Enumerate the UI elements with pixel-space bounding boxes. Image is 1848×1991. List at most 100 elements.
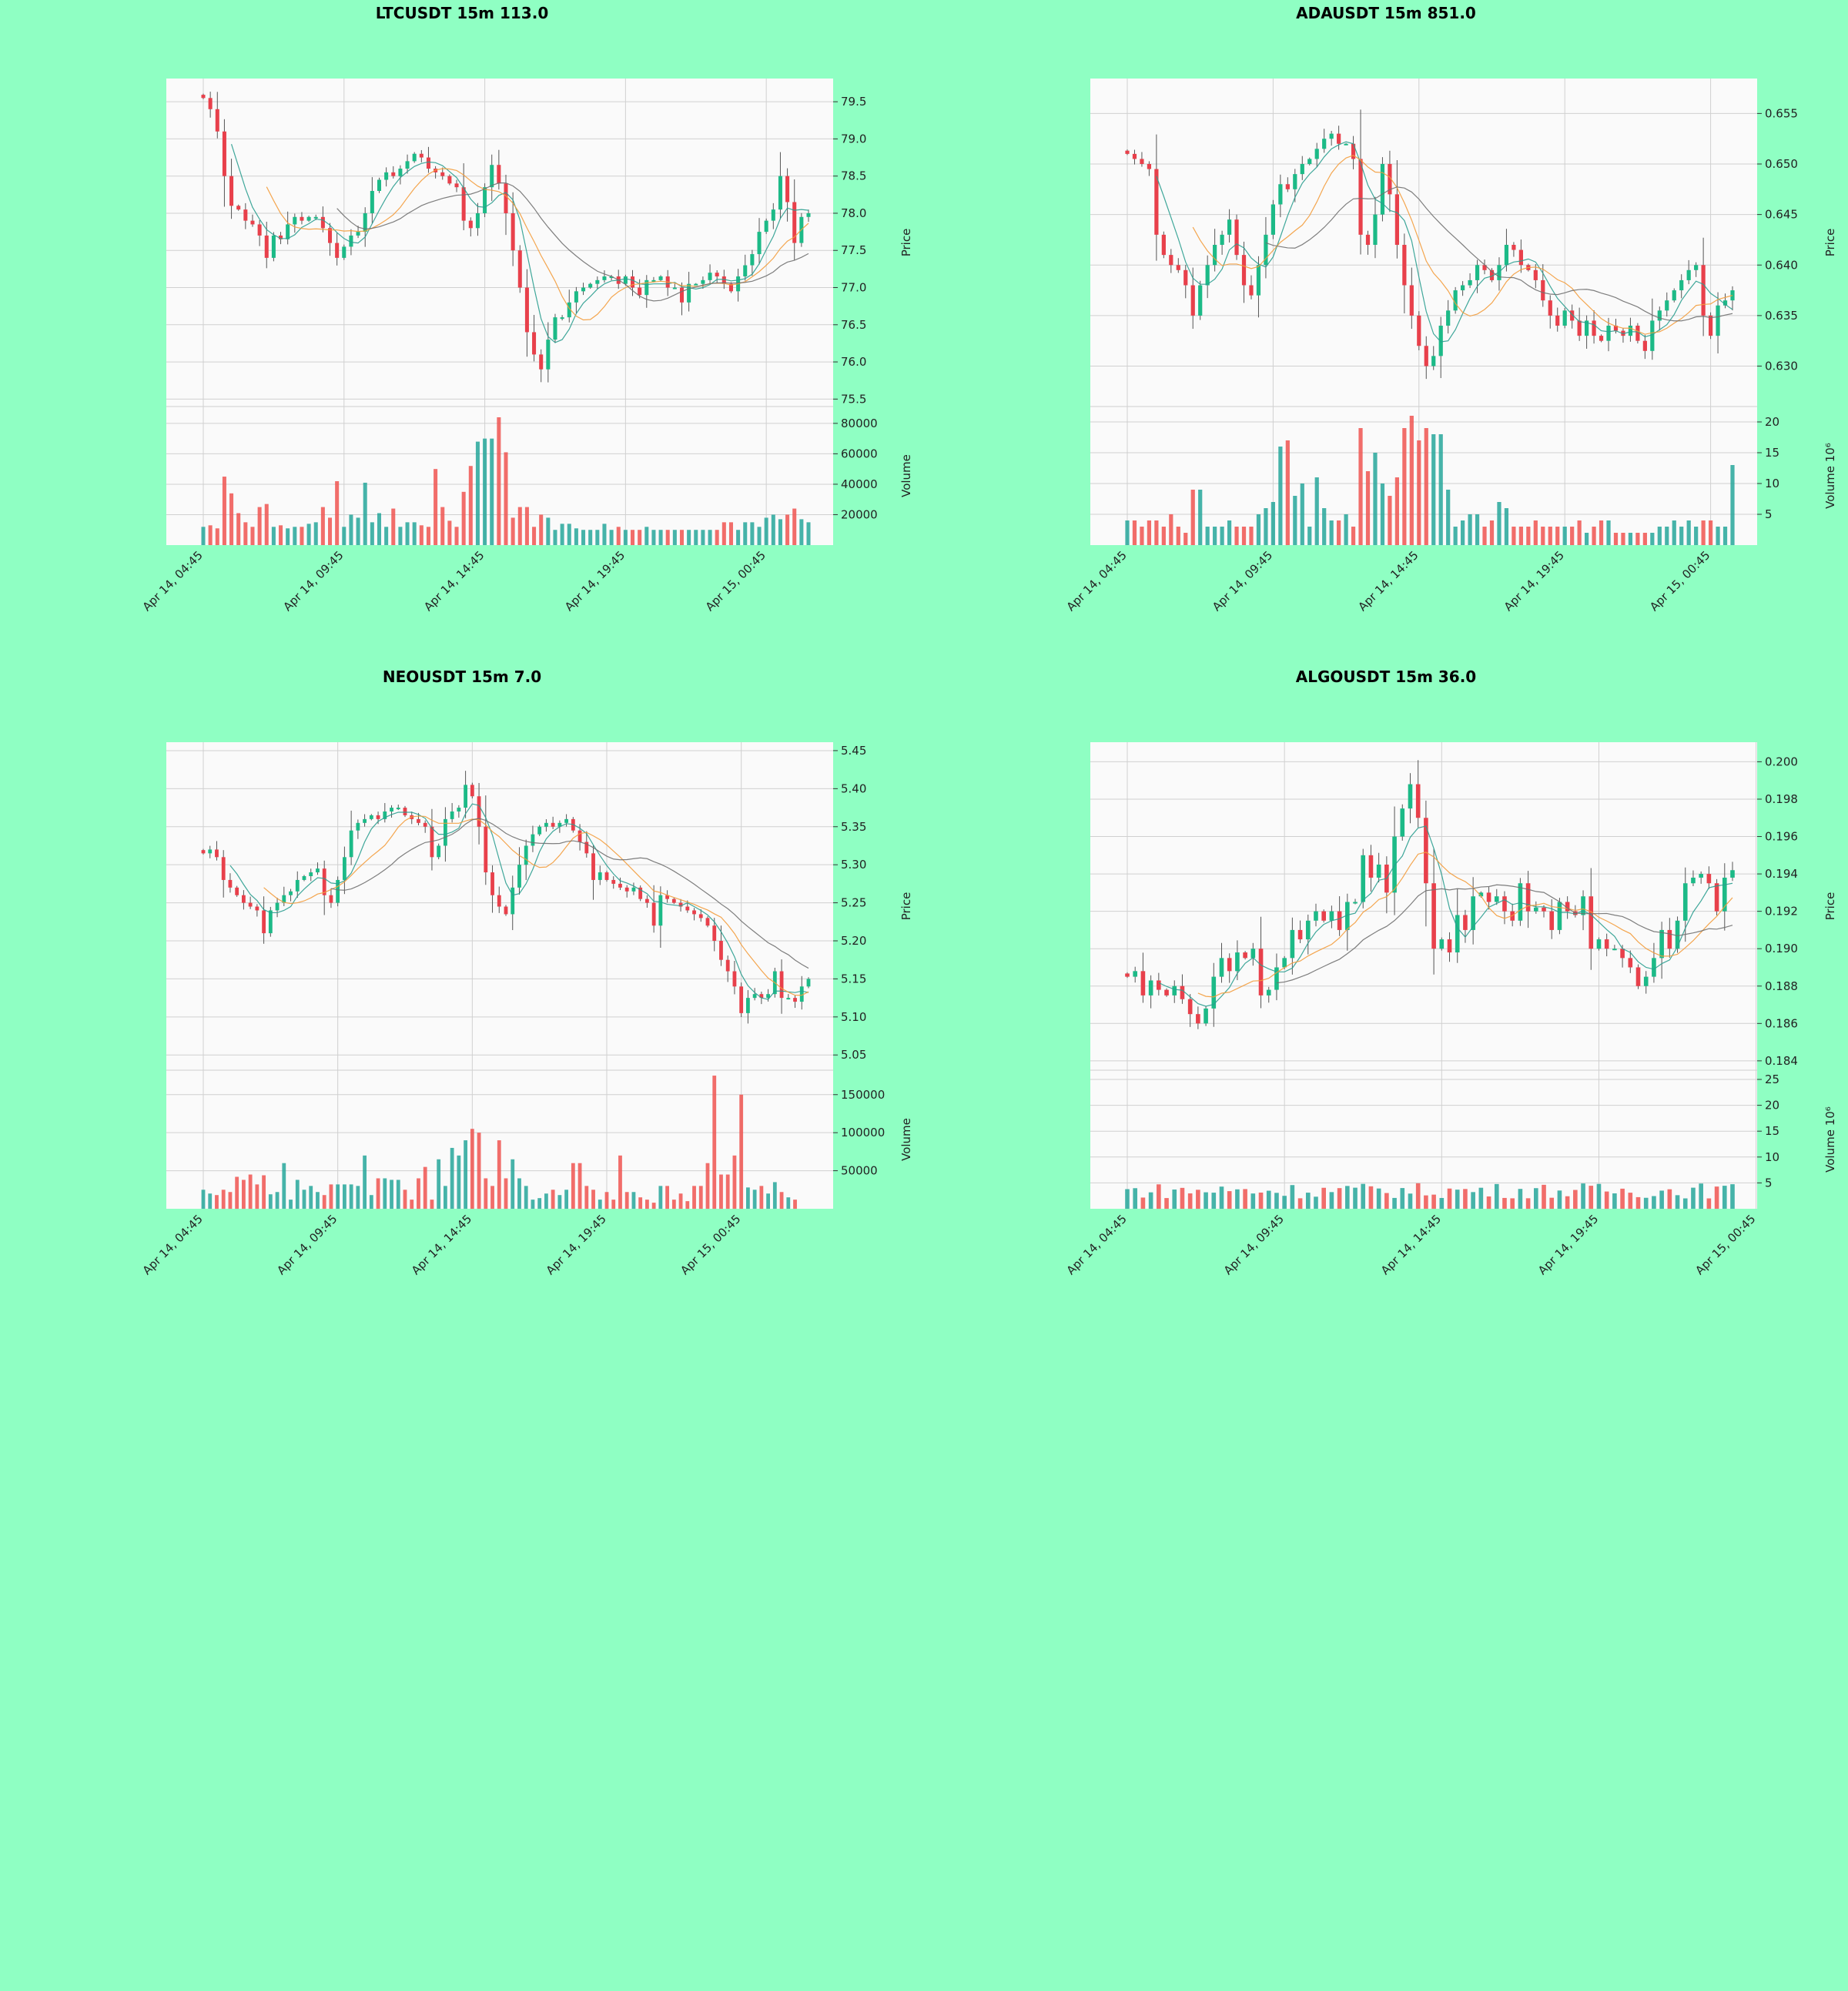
candle-body [745,998,750,1013]
volume-bar [302,1190,306,1209]
volume-bar [553,530,557,545]
candle-body [1394,194,1399,245]
volume-bar [1447,1188,1452,1209]
candle-body [1714,883,1719,912]
volume-bar [644,527,649,545]
volume-bar [490,438,494,545]
volume-bar [1657,527,1662,545]
chart-panel-neousdt: NEOUSDT 15m 7.0 5.05 5.10 5.15 5.20 5.25 5.30 5… [0,664,924,1327]
candle-body [1388,164,1392,195]
volume-bar [1438,434,1443,545]
volume-bar [215,528,219,545]
volume-bar [772,1182,777,1209]
volume-bar [624,1192,629,1209]
volume-bar [403,1190,407,1209]
volume-bar [725,1174,730,1209]
volume-bar [1565,1196,1570,1209]
candle-body [1475,265,1480,280]
candle-body [1183,269,1188,286]
volume-bar [313,522,318,545]
volume-bar [1512,527,1516,545]
volume-tick-label: 100000 [841,1126,885,1139]
price-tick-label: 76.5 [841,318,866,332]
volume-bar [1461,520,1465,545]
candle-body [1187,999,1193,1015]
volume-bar [504,452,508,545]
volume-bar [1380,484,1385,545]
volume-bar [567,524,571,545]
volume-bar [391,508,396,545]
candle-body [553,317,557,340]
volume-bar [208,1193,213,1209]
candle-body [581,287,586,292]
volume-tick-label: 20000 [841,507,878,521]
candle-body [1125,973,1130,977]
price-tick-label: 0.645 [1765,208,1798,222]
volume-bar [1314,477,1319,545]
chart-title: LTCUSDT 15m 113.0 [376,4,549,22]
volume-bar [1400,1188,1405,1209]
candle-body [786,998,791,1000]
candle-body [757,232,762,255]
candle-body [578,830,582,842]
candle-body [1570,310,1575,321]
volume-bar [1471,1192,1475,1209]
volume-bar [616,527,621,545]
volume-bar [1204,1192,1208,1209]
volume-bar [405,522,410,545]
volume-bar [396,1180,400,1209]
candle-body [728,283,733,292]
volume-bar [1264,508,1268,545]
volume-bar [1665,527,1669,545]
candle-body [799,986,804,1002]
volume-bar [484,1178,488,1209]
candle-body [1635,967,1641,986]
volume-bar [1497,502,1502,545]
candle-body [1455,915,1460,953]
volume-bar [793,1200,797,1209]
volume-bar [1570,527,1575,545]
candle-body [694,283,698,286]
candle-body [1241,255,1247,286]
candle-body [1365,234,1371,245]
candle-body [1307,159,1312,164]
volume-bar [1408,1193,1413,1209]
candle-body [1468,279,1472,286]
volume-bar [1125,520,1130,545]
volume-bar [638,1197,643,1209]
volume-bar [398,527,403,545]
price-tick-label: 0.186 [1765,1016,1798,1030]
candle-body [1584,320,1589,336]
volume-bar [745,1187,750,1209]
volume-bar [497,1140,501,1209]
price-tick-label: 0.655 [1765,106,1798,120]
volume-bar [236,513,241,545]
volume-bar [468,466,473,545]
candle-body [302,876,306,880]
volume-bar [235,1176,239,1209]
candle-body [1250,949,1256,959]
candle-body [779,971,784,999]
candle-body [1314,911,1318,921]
candle-body [461,187,466,221]
volume-bar [685,1201,690,1209]
candle-body [490,872,494,895]
volume-bar [1358,428,1363,545]
volume-bar [778,519,782,545]
volume-bar [1376,1188,1381,1209]
candle-body [1380,164,1385,215]
volume-bar [1205,527,1210,545]
volume-bar [1652,1196,1656,1209]
volume-bar [644,1200,649,1209]
candle-body [356,822,360,831]
volume-bar [1305,1193,1311,1209]
volume-bar [440,507,445,545]
price-tick-label: 77.5 [841,243,866,257]
volume-bar [1297,1198,1303,1209]
candle-body [1243,952,1247,959]
volume-bar [300,527,304,545]
volume-bar [279,525,283,545]
candle-body [739,986,744,1013]
chart-title: ALGOUSDT 15m 36.0 [1296,668,1476,686]
candle-body [715,273,719,277]
